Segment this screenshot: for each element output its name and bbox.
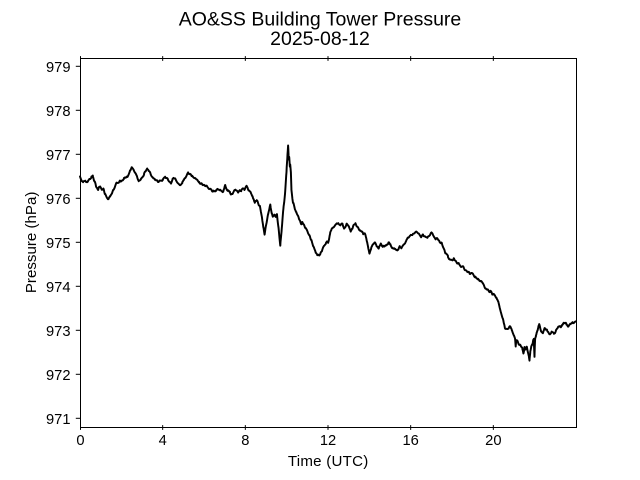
svg-text:20: 20 [485, 433, 501, 449]
svg-text:4: 4 [159, 433, 167, 449]
svg-text:12: 12 [320, 433, 336, 449]
svg-text:0: 0 [76, 433, 84, 449]
svg-text:2025-08-12: 2025-08-12 [270, 28, 370, 50]
svg-text:975: 975 [46, 236, 71, 252]
svg-text:976: 976 [46, 192, 71, 208]
svg-text:971: 971 [46, 412, 71, 428]
svg-text:Time (UTC): Time (UTC) [288, 453, 369, 470]
svg-text:8: 8 [241, 433, 249, 449]
svg-text:Pressure (hPa): Pressure (hPa) [23, 192, 40, 294]
svg-text:979: 979 [46, 60, 71, 76]
svg-text:16: 16 [402, 433, 418, 449]
svg-text:973: 973 [46, 324, 71, 340]
svg-text:974: 974 [46, 280, 71, 296]
svg-text:977: 977 [46, 148, 71, 164]
svg-text:AO&SS Building Tower Pressure: AO&SS Building Tower Pressure [179, 8, 462, 30]
svg-text:972: 972 [46, 368, 71, 384]
svg-text:978: 978 [46, 104, 71, 120]
